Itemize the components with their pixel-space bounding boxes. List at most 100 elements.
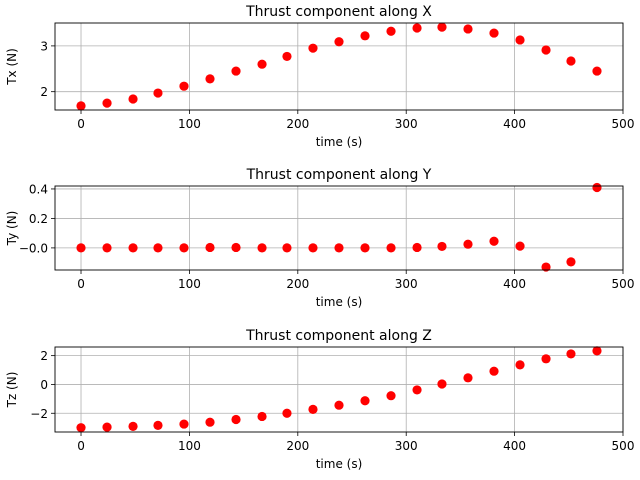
data-point [592,346,602,356]
data-point [102,422,112,432]
data-point [128,421,138,431]
x-tick-label: 300 [395,277,418,291]
x-tick-label: 500 [612,277,635,291]
chart-title: Thrust component along Z [245,328,432,344]
data-point [308,243,318,253]
data-point [386,26,396,36]
x-tick-label: 300 [395,117,418,131]
axes-frame [54,346,624,433]
data-point [541,354,551,364]
subplot-2: 0 100 200 300 400 500 −0.0 0.2 0.4 Thrust compone… [5,167,634,309]
data-point [128,243,138,253]
data-point [489,236,499,246]
data-point [360,31,370,41]
data-point [308,43,318,53]
x-axis-label: time (s) [316,457,363,471]
data-point [360,396,370,406]
data-point [437,379,447,389]
data-point [412,385,422,395]
axes-frame [54,185,624,271]
data-point [153,420,163,430]
subplot-3: 0 100 200 300 400 500 −2 0 2 Thrust component alo… [5,328,634,471]
x-tick-label: 200 [286,439,309,453]
data-point [592,182,602,193]
data-point [360,243,370,253]
data-point [489,366,499,376]
data-point [463,239,473,249]
data-point [128,94,138,104]
data-point [334,37,344,47]
data-point [282,243,292,253]
data-point [231,66,241,76]
data-point [386,243,396,253]
x-tick-label: 100 [178,277,201,291]
data-point [231,414,241,425]
data-point [515,35,525,45]
y-axis-label: Tz (N) [5,372,19,409]
data-point [412,23,422,33]
data-point [102,98,112,108]
y-axis-label: Tx (N) [5,48,19,86]
data-point [257,59,267,69]
data-point [412,242,422,253]
data-point [179,243,189,253]
x-tick-label: 500 [612,439,635,453]
data-point [205,74,215,84]
y-tick-label: 2 [40,349,48,363]
y-tick-label: 0 [40,378,48,392]
data-point [308,404,318,414]
x-axis-label: time (s) [316,295,363,309]
data-point [334,243,344,253]
y-tick-label: 2 [40,85,48,99]
x-tick-label: 0 [77,277,85,291]
x-tick-label: 100 [178,439,201,453]
y-tick-label: 3 [40,39,48,53]
data-point [205,417,215,427]
data-point [179,419,189,429]
data-point [463,24,473,34]
data-point [282,408,292,418]
data-point [282,51,292,62]
x-tick-label: 400 [503,277,526,291]
data-point [205,242,215,253]
data-point [76,243,86,253]
x-tick-label: 200 [286,117,309,131]
data-point [541,262,551,272]
data-point [489,28,499,38]
data-point [566,349,576,359]
x-tick-label: 0 [77,117,85,131]
y-tick-label: 0.2 [29,212,48,226]
data-point [437,22,447,32]
x-tick-label: 500 [612,117,635,131]
data-point [463,373,473,383]
data-point [179,81,189,91]
x-tick-label: 400 [503,439,526,453]
data-point [541,45,551,55]
data-point [257,411,267,422]
subplot-1: 0 100 200 300 400 500 2 3 Thrust component along… [5,4,634,149]
data-point [437,241,447,252]
data-point [592,66,602,76]
data-point [153,88,163,98]
data-point [76,101,86,111]
data-point [566,257,576,267]
x-tick-label: 300 [395,439,418,453]
data-point [231,242,241,253]
data-point [386,391,396,401]
y-axis-label: Ty (N) [5,211,19,247]
y-tick-label: −2 [30,407,48,421]
y-tick-label: −0.0 [19,241,48,255]
data-point [102,243,112,253]
data-point [515,241,525,251]
axes-frame [54,22,624,111]
y-tick-label: 0.4 [29,182,48,196]
x-axis-label: time (s) [316,135,363,149]
data-point [334,400,344,410]
x-tick-label: 100 [178,117,201,131]
data-point [153,243,163,253]
chart-title: Thrust component along X [245,4,432,20]
x-tick-label: 200 [286,277,309,291]
data-point [76,423,86,433]
data-point [566,56,576,66]
